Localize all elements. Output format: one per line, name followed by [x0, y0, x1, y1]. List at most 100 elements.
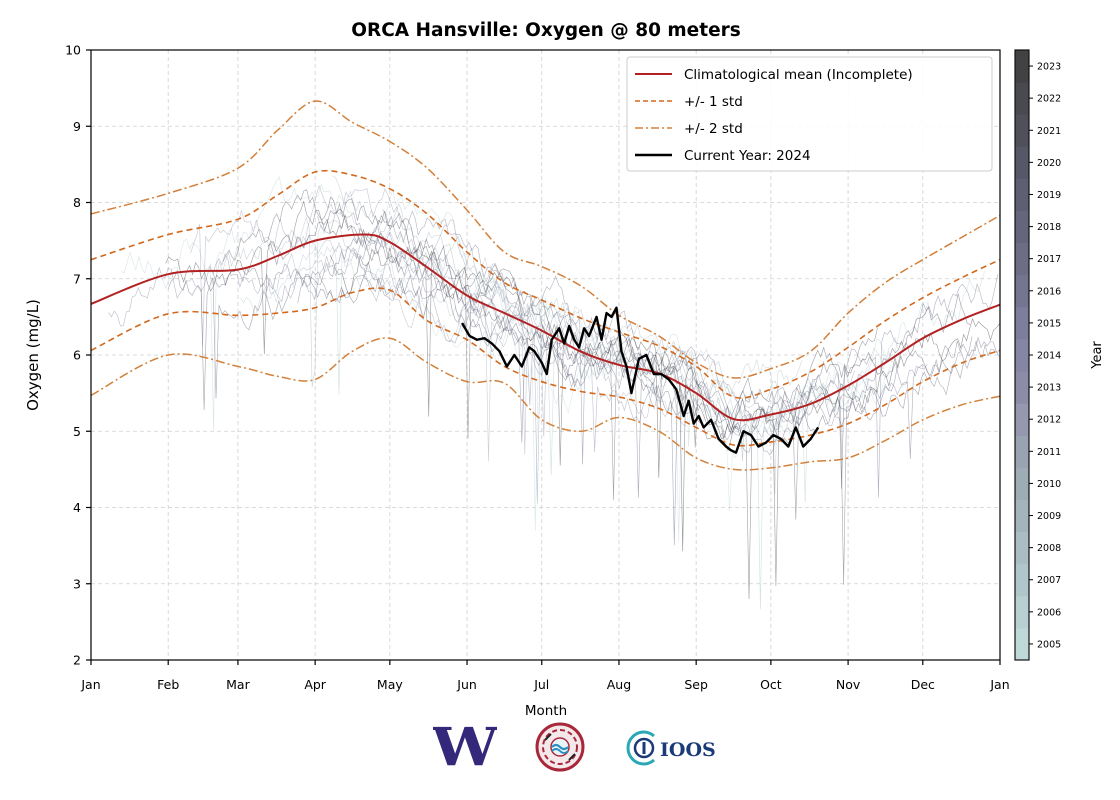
- colorbar-segment: [1015, 595, 1029, 629]
- series-climatological-mean-incomplete: [91, 233, 1000, 422]
- x-tick-label-jun: Jun: [456, 677, 477, 692]
- logo-strip: W IOOS: [430, 722, 730, 778]
- legend: Climatological mean (Incomplete) +/- 1 st…: [626, 56, 993, 172]
- historical-trace-2006: [120, 175, 985, 448]
- historical-trace-2011: [267, 245, 687, 455]
- y-axis: 2 3 4 5 6 7 8 9 10: [65, 43, 91, 668]
- colorbar-tick-label: 2011: [1037, 447, 1061, 458]
- x-tick-label-mar: Mar: [226, 677, 250, 692]
- historical-trace-2018: [212, 233, 1000, 434]
- x-tick-label-sep: Sep: [684, 677, 708, 692]
- colorbar-tick-label: 2014: [1037, 351, 1061, 362]
- colorbar-segment: [1015, 371, 1029, 404]
- y-tick-label: 7: [73, 271, 81, 286]
- uw-logo-text: W: [433, 724, 497, 768]
- uw-logo: W: [433, 724, 497, 768]
- colorbar-segment: [1015, 338, 1029, 372]
- colorbar-segment: [1015, 114, 1029, 147]
- colorbar-segment: [1015, 242, 1029, 276]
- year-colorbar: 2005 2006 2007 2008 2009 2010 2011 2012 2013 2014…: [1014, 49, 1061, 661]
- colorbar-tick-label: 2017: [1037, 254, 1061, 265]
- legend-label: +/- 1 std: [684, 94, 743, 110]
- historical-years-traces: [108, 175, 1000, 610]
- colorbar-tick-label: 2013: [1037, 383, 1061, 394]
- colorbar-tick-label: 2023: [1037, 62, 1061, 73]
- colorbar-segment: [1015, 467, 1029, 500]
- colorbar-segment: [1015, 531, 1029, 565]
- x-tick-label-dec: Dec: [911, 677, 935, 692]
- x-tick-label-apr: Apr: [304, 677, 326, 692]
- series-layer: [91, 100, 1000, 471]
- legend-label: Climatological mean (Incomplete): [684, 67, 913, 83]
- historical-trace-2019: [167, 262, 973, 585]
- colorbar-tick-label: 2019: [1037, 190, 1061, 201]
- orca-seal-logo: [535, 722, 585, 772]
- series-1-std: [91, 169, 1000, 399]
- x-tick-label-jul: Jul: [533, 677, 549, 692]
- y-tick-label: 9: [73, 119, 81, 134]
- series-current-year-2024: [461, 306, 820, 454]
- colorbar-tick-label: 2021: [1037, 126, 1061, 137]
- x-tick-label-aug: Aug: [607, 677, 631, 692]
- x-axis: Jan Feb Mar Apr May Jun Jul Aug Sep Oct Nov Dec Jan: [80, 660, 1010, 692]
- colorbar-segment: [1015, 499, 1029, 533]
- historical-trace-2016: [382, 209, 999, 498]
- y-tick-label: 3: [73, 576, 81, 591]
- historical-trace-2023: [329, 242, 1000, 552]
- y-tick-label: 5: [73, 424, 81, 439]
- colorbar-tick-label: 2018: [1037, 222, 1061, 233]
- legend-label: +/- 2 std: [684, 121, 743, 137]
- y-axis-label: Oxygen (mg/L): [24, 299, 42, 411]
- colorbar-segment: [1015, 50, 1029, 83]
- historical-trace-2017: [297, 270, 1000, 546]
- colorbar-segment: [1015, 146, 1029, 179]
- colorbar-tick-label: 2022: [1037, 94, 1061, 105]
- y-tick-label: 10: [65, 43, 81, 58]
- colorbar-tick-label: 2009: [1037, 511, 1061, 522]
- ioos-logo-text: IOOS: [660, 739, 716, 761]
- colorbar-tick-label: 2006: [1037, 607, 1061, 618]
- colorbar-tick-label: 2012: [1037, 415, 1061, 426]
- historical-trace-2005: [364, 275, 892, 542]
- ioos-logo: IOOS: [626, 730, 716, 766]
- colorbar-tick-label: 2015: [1037, 318, 1061, 329]
- historical-trace-2007: [240, 246, 899, 610]
- colorbar-frame: [1014, 49, 1030, 661]
- y-tick-label: 8: [73, 195, 81, 210]
- x-tick-label-oct: Oct: [760, 677, 782, 692]
- x-tick-label-jan: Jan: [989, 677, 1009, 692]
- x-tick-label-nov: Nov: [836, 677, 861, 692]
- colorbar-tick-label: 2010: [1037, 479, 1061, 490]
- legend-label: Current Year: 2024: [684, 148, 811, 164]
- colorbar-tick-label: 2005: [1037, 639, 1061, 650]
- colorbar-segment: [1015, 563, 1029, 597]
- series-1-std: [91, 287, 1000, 447]
- x-tick-label-may: May: [377, 677, 403, 692]
- historical-trace-2021: [267, 196, 971, 600]
- y-tick-label: 6: [73, 348, 81, 363]
- x-tick-label-jan: Jan: [80, 677, 100, 692]
- colorbar-segment: [1015, 178, 1029, 212]
- historical-trace-2022: [165, 214, 737, 431]
- colorbar-segment: [1015, 403, 1029, 436]
- series-2-std: [91, 337, 1000, 471]
- colorbar-segment: [1015, 274, 1029, 308]
- colorbar-segment: [1015, 627, 1029, 661]
- legend-box: [626, 56, 993, 172]
- colorbar-tick-label: 2007: [1037, 575, 1061, 586]
- chart-title: ORCA Hansville: Oxygen @ 80 meters: [351, 20, 741, 41]
- colorbar-tick-label: 2008: [1037, 543, 1061, 554]
- colorbar-segment: [1015, 306, 1029, 340]
- x-tick-label-feb: Feb: [157, 677, 179, 692]
- colorbar-segment: [1015, 210, 1029, 244]
- y-tick-label: 4: [73, 500, 81, 515]
- colorbar-tick-label: 2016: [1037, 286, 1061, 297]
- colorbar-tick-label: 2020: [1037, 158, 1061, 169]
- x-axis-label: Month: [525, 703, 567, 719]
- y-tick-label: 2: [73, 653, 81, 668]
- historical-trace-2014: [108, 235, 578, 384]
- colorbar-segment: [1015, 82, 1029, 115]
- colorbar-segment: [1015, 435, 1029, 468]
- colorbar-label: Year: [1090, 341, 1105, 370]
